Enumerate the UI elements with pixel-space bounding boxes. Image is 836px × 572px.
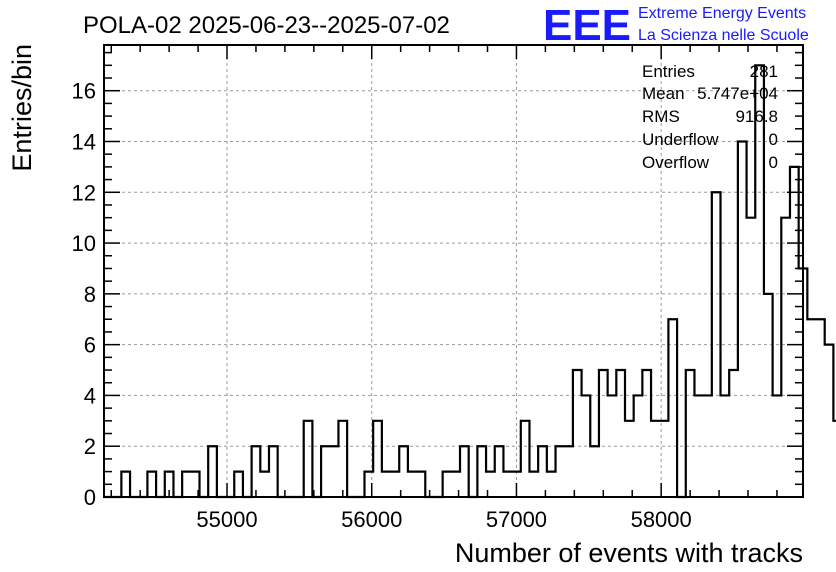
eee-logo: EEE Extreme Energy Events La Scienza nel…: [543, 1, 809, 50]
stats-box: Entries 281 Mean 5.747e+04 RMS 916.8 Und…: [642, 62, 778, 172]
y-tick-label: 2: [84, 434, 96, 459]
stats-entries-value: 281: [750, 62, 778, 81]
y-tick-label: 10: [72, 231, 96, 256]
stats-entries-label: Entries: [642, 62, 695, 81]
x-tick-label: 55000: [196, 507, 257, 532]
eee-logo-mark: EEE: [543, 1, 631, 50]
stats-overflow-value: 0: [769, 153, 778, 172]
x-tick-label: 56000: [341, 507, 402, 532]
y-tick-label: 16: [72, 79, 96, 104]
y-axis-label: Entries/bin: [7, 44, 37, 172]
y-tick-label: 8: [84, 282, 96, 307]
stats-mean-value: 5.747e+04: [697, 84, 778, 103]
y-tick-label: 12: [72, 180, 96, 205]
stats-underflow-label: Underflow: [642, 130, 719, 149]
stats-rms-value: 916.8: [735, 107, 778, 126]
tick-labels: 55000 56000 57000 58000 0 2 4 6 8 10 12 14 16: [72, 79, 692, 532]
chart-title: POLA-02 2025-06-23--2025-07-02: [83, 12, 450, 39]
y-tick-label: 14: [72, 129, 96, 154]
stats-rms-label: RMS: [642, 107, 680, 126]
y-tick-label: 4: [84, 383, 96, 408]
y-tick-label: 6: [84, 333, 96, 358]
x-tick-label: 57000: [486, 507, 547, 532]
stats-overflow-label: Overflow: [642, 153, 710, 172]
eee-logo-line2: La Scienza nelle Scuole: [638, 27, 809, 44]
x-axis-label: Number of events with tracks: [455, 538, 803, 568]
eee-logo-line1: Extreme Energy Events: [638, 5, 806, 22]
stats-mean-label: Mean: [642, 84, 685, 103]
axis-ticks: [104, 45, 803, 497]
plot-frame: [103, 44, 804, 498]
y-tick-label: 0: [84, 485, 96, 510]
x-tick-label: 58000: [631, 507, 692, 532]
histogram-series: [104, 64, 836, 499]
grid-lines: [104, 45, 803, 497]
stats-underflow-value: 0: [769, 130, 778, 149]
